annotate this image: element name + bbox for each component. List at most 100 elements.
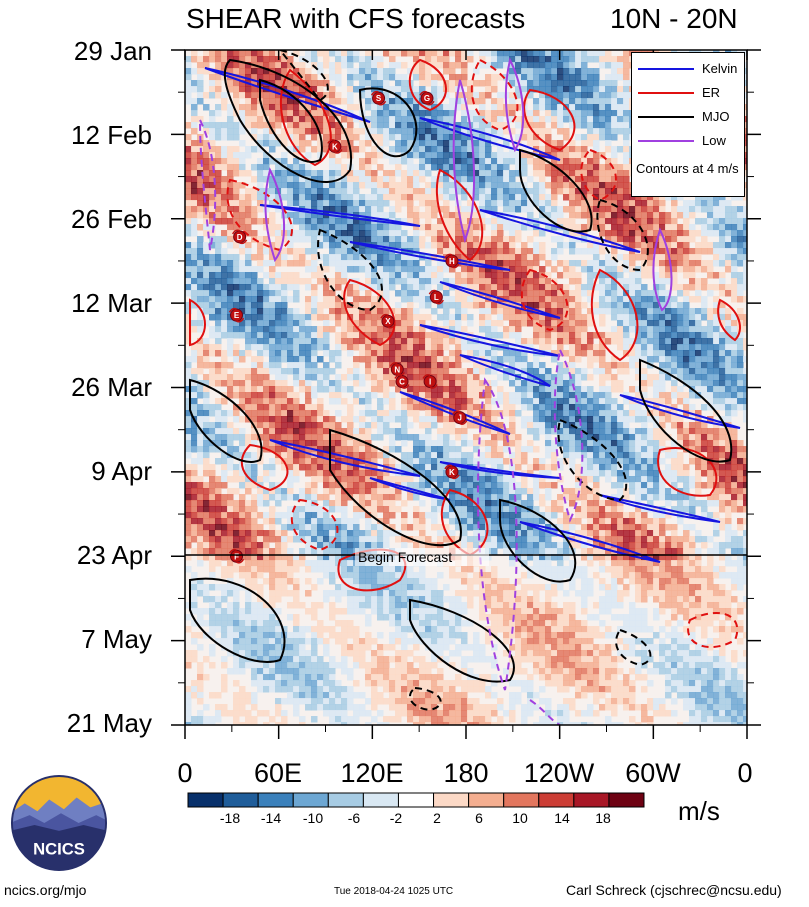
shade-cell — [305, 182, 312, 189]
shade-cell — [221, 230, 228, 237]
shade-cell — [233, 332, 240, 339]
shade-cell — [353, 128, 360, 135]
shade-cell — [455, 380, 462, 387]
shade-cell — [557, 398, 564, 405]
shade-cell — [275, 254, 282, 261]
shade-cell — [269, 260, 276, 267]
shade-cell — [431, 356, 438, 363]
shade-cell — [299, 386, 306, 393]
shade-cell — [689, 230, 696, 237]
shade-cell — [239, 242, 246, 249]
shade-cell — [245, 284, 252, 291]
shade-cell — [575, 272, 582, 279]
shade-cell — [413, 254, 420, 261]
shade-cell — [287, 170, 294, 177]
shade-cell — [605, 338, 612, 345]
shade-cell — [575, 146, 582, 153]
shade-cell — [377, 212, 384, 219]
shade-cell — [419, 266, 426, 273]
shade-cell — [569, 110, 576, 117]
shade-cell — [221, 278, 228, 285]
shade-cell — [695, 230, 702, 237]
shade-cell — [551, 338, 558, 345]
shade-cell — [569, 236, 576, 243]
shade-cell — [203, 278, 210, 285]
shade-cell — [581, 314, 588, 321]
shade-cell — [257, 140, 264, 147]
shade-cell — [383, 248, 390, 255]
shade-cell — [485, 368, 492, 375]
shade-cell — [503, 218, 510, 225]
shade-cell — [737, 272, 744, 279]
shade-cell — [545, 74, 552, 81]
shade-cell — [419, 164, 426, 171]
shade-cell — [737, 386, 744, 393]
shade-cell — [365, 332, 372, 339]
shade-cell — [647, 266, 654, 273]
shade-cell — [227, 386, 234, 393]
shade-cell — [365, 296, 372, 303]
shade-cell — [611, 122, 618, 129]
shade-cell — [527, 140, 534, 147]
shade-cell — [533, 134, 540, 141]
shade-cell — [461, 158, 468, 165]
shade-cell — [359, 350, 366, 357]
shade-cell — [317, 140, 324, 147]
shade-cell — [221, 302, 228, 309]
shade-cell — [473, 224, 480, 231]
shade-cell — [593, 56, 600, 63]
shade-cell — [251, 296, 258, 303]
shade-cell — [335, 398, 342, 405]
shade-cell — [257, 206, 264, 213]
shade-cell — [557, 332, 564, 339]
shade-cell — [689, 272, 696, 279]
shade-cell — [455, 212, 462, 219]
shade-cell — [485, 284, 492, 291]
shade-cell — [395, 278, 402, 285]
shade-cell — [743, 410, 747, 417]
shade-cell — [509, 182, 516, 189]
shade-cell — [629, 338, 636, 345]
shade-cell — [359, 320, 366, 327]
shade-cell — [575, 296, 582, 303]
shade-cell — [467, 380, 474, 387]
shade-cell — [227, 284, 234, 291]
shade-cell — [191, 68, 198, 75]
shade-cell — [587, 134, 594, 141]
shade-cell — [215, 296, 222, 303]
shade-cell — [287, 98, 294, 105]
shade-cell — [425, 134, 432, 141]
shade-cell — [227, 260, 234, 267]
shade-cell — [581, 326, 588, 333]
shade-cell — [557, 110, 564, 117]
shade-cell — [575, 314, 582, 321]
shade-cell — [743, 320, 747, 327]
shade-cell — [479, 308, 486, 315]
shade-cell — [311, 146, 318, 153]
shade-cell — [611, 326, 618, 333]
shade-cell — [281, 104, 288, 111]
shade-cell — [251, 392, 258, 399]
shade-cell — [287, 110, 294, 117]
shade-cell — [329, 86, 336, 93]
shade-cell — [545, 296, 552, 303]
shade-cell — [383, 356, 390, 363]
shade-cell — [395, 248, 402, 255]
shade-cell — [293, 182, 300, 189]
shade-cell — [617, 62, 624, 69]
shade-cell — [671, 194, 678, 201]
shade-cell — [191, 374, 198, 381]
shade-cell — [473, 254, 480, 261]
shade-cell — [521, 314, 528, 321]
shade-cell — [365, 362, 372, 369]
shade-cell — [569, 332, 576, 339]
shade-cell — [569, 260, 576, 267]
shade-cell — [233, 374, 240, 381]
shade-cell — [557, 182, 564, 189]
shade-cell — [215, 362, 222, 369]
shade-cell — [425, 68, 432, 75]
shade-cell — [593, 302, 600, 309]
shade-cell — [311, 326, 318, 333]
shade-cell — [473, 242, 480, 249]
shade-cell — [743, 248, 747, 255]
